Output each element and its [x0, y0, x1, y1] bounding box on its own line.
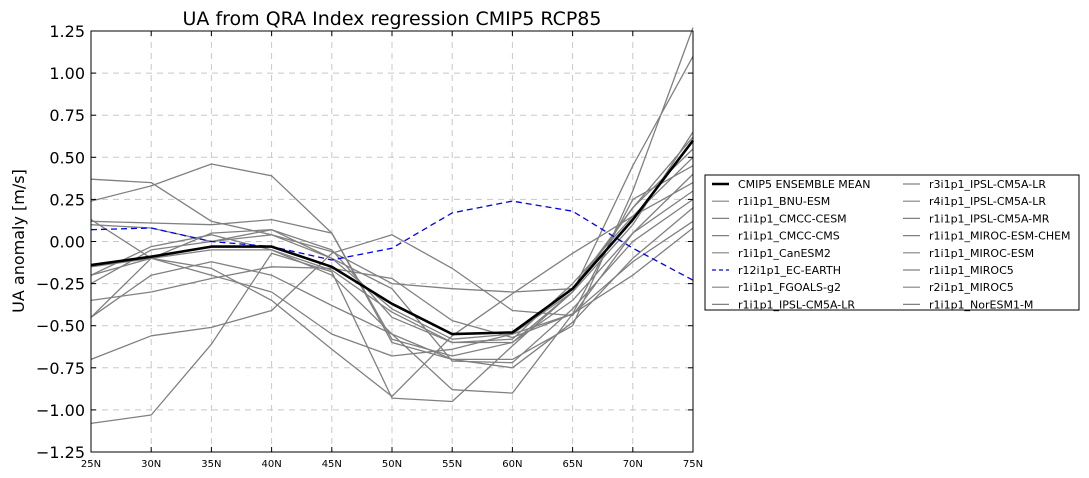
legend-label: r1i1p1_CMCC-CESM [738, 212, 847, 225]
x-tick-label: 55N [442, 459, 462, 470]
y-tick-label: −1.00 [36, 401, 85, 420]
series-line-cmip5-ensemble-mean [90, 139, 695, 336]
legend: CMIP5 ENSEMBLE MEAN r1i1p1_BNU-ESM r1i1p1_… [704, 174, 1080, 311]
y-tick-label: 0.50 [49, 148, 85, 167]
x-tick-label: 75N [683, 459, 703, 470]
y-tick-label: −0.75 [36, 359, 85, 378]
x-tick-label: 35N [201, 459, 221, 470]
legend-label: r1i1p1_BNU-ESM [738, 195, 830, 208]
legend-label: r12i1p1_EC-EARTH [738, 264, 841, 277]
legend-label: r1i1p1_NorESM1-M [929, 298, 1033, 311]
series-line-r4i1p1-ipsl-cm5a-lr [90, 198, 694, 364]
legend-label: r1i1p1_MIROC5 [929, 264, 1014, 277]
legend-label: r1i1p1_IPSL-CM5A-MR [929, 212, 1050, 225]
y-tick-label: 0.00 [49, 233, 85, 252]
legend-label: r2i1p1_MIROC5 [929, 281, 1014, 294]
x-tick-label: 45N [322, 459, 342, 470]
legend-label: r1i1p1_MIROC-ESM [929, 247, 1034, 260]
legend-label: r1i1p1_CanESM2 [738, 247, 831, 260]
y-tick-label: 1.25 [49, 22, 85, 41]
series-line-r1i1p1-ipsl-cm5a-mr [90, 156, 694, 344]
legend-label: CMIP5 ENSEMBLE MEAN [738, 178, 870, 191]
y-axis-label: UA anomaly [m/s] [9, 169, 28, 313]
x-tick-label: 30N [141, 459, 161, 470]
x-tick-label: 40N [261, 459, 281, 470]
y-tick-label: 0.75 [49, 106, 85, 125]
x-tick-label: 50N [382, 459, 402, 470]
series-line-r1i1p1-cmcc-cesm [90, 27, 694, 361]
y-tick-label: −0.50 [36, 317, 85, 336]
y-tick-label: 1.00 [49, 64, 85, 83]
legend-label: r3i1p1_IPSL-CM5A-LR [929, 178, 1046, 191]
x-tick-label: 25N [81, 459, 101, 470]
x-tick-label: 70N [623, 459, 643, 470]
series-line-r12i1p1-ec-earth [90, 200, 694, 281]
x-tick-label: 65N [562, 459, 582, 470]
series-line-r1i1p1-cmcc-cms [90, 55, 694, 357]
series-line-r2i1p1-miroc5 [90, 219, 694, 357]
series-line-r1i1p1-miroc5 [90, 207, 694, 369]
legend-label: r1i1p1_FGOALS-g2 [738, 281, 841, 294]
chart-title: UA from QRA Index regression CMIP5 RCP85 [183, 8, 602, 30]
legend-label: r4i1p1_IPSL-CM5A-LR [929, 195, 1046, 208]
legend-label: r1i1p1_MIROC-ESM-CHEM [929, 230, 1071, 243]
series-group [90, 27, 695, 425]
series-line-r1i1p1-noresm1-m [90, 190, 694, 344]
legend-label: r1i1p1_CMCC-CMS [738, 230, 840, 243]
legend-frame [704, 174, 1080, 311]
series-line-r1i1p1-ipsl-cm5a-lr [90, 173, 694, 361]
y-tick-label: −0.25 [36, 275, 85, 294]
legend-label: r1i1p1_IPSL-CM5A-LR [738, 298, 855, 311]
y-tick-label: 0.25 [49, 190, 85, 209]
x-tick-label: 60N [502, 459, 522, 470]
axes-group: −1.25 −1.00 −0.75 −0.50 −0.25 0.00 0.25 0.50 0.7… [36, 22, 703, 470]
y-tick-label: −1.25 [36, 443, 85, 462]
series-line-r1i1p1-miroc-esm [90, 182, 694, 398]
